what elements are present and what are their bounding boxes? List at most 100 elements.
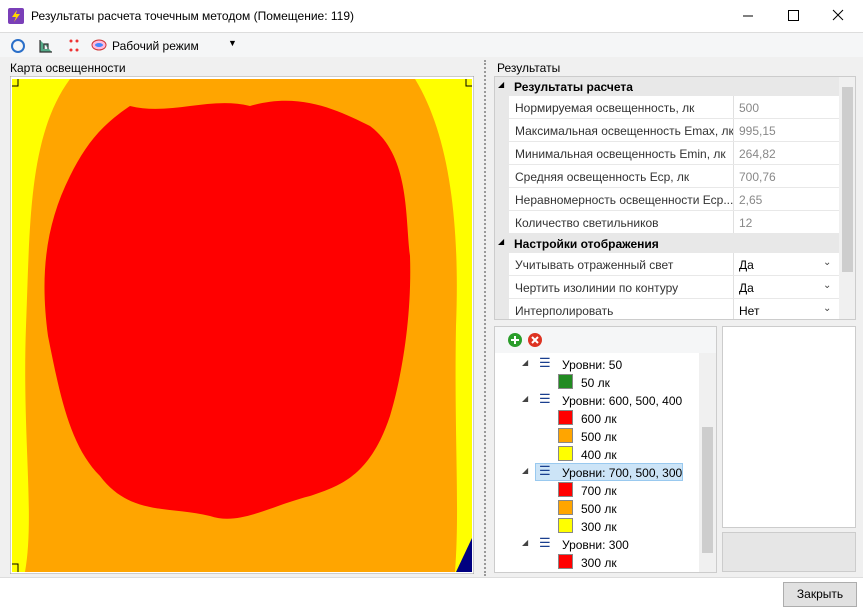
section-header xyxy=(495,77,839,96)
dropdown-arrow[interactable]: ⌄ xyxy=(823,280,832,291)
property-value[interactable]: Да xyxy=(739,258,754,272)
mode-label: Рабочий режим xyxy=(112,39,199,53)
property-name: Количество светильников xyxy=(515,216,659,230)
row-margin xyxy=(495,299,509,319)
list-icon: ☰ xyxy=(539,391,551,406)
group-label[interactable]: Уровни: 600, 500, 400 xyxy=(562,394,683,408)
preview-footer xyxy=(722,532,856,572)
close-button[interactable]: Закрыть xyxy=(783,582,857,607)
level-label[interactable]: 500 лк xyxy=(581,430,617,444)
list-icon: ☰ xyxy=(539,535,551,550)
row-margin xyxy=(495,253,509,276)
divider xyxy=(733,96,734,119)
mode-icon xyxy=(91,39,107,51)
color-swatch xyxy=(558,500,573,515)
property-value: 12 xyxy=(739,216,753,230)
window-controls[interactable] xyxy=(730,0,863,32)
property-value: 264,82 xyxy=(739,147,776,161)
mode-dropdown[interactable]: Рабочий режим ▼ xyxy=(88,35,240,55)
row-margin xyxy=(495,276,509,299)
group-label[interactable]: Уровни: 50 xyxy=(562,358,623,372)
tree-scrollbar[interactable] xyxy=(699,353,716,572)
level-label[interactable]: 50 лк xyxy=(581,376,610,390)
color-swatch xyxy=(558,446,573,461)
divider xyxy=(733,165,734,188)
level-label[interactable]: 300 лк xyxy=(581,520,617,534)
row-line xyxy=(509,233,839,234)
scrollbar[interactable] xyxy=(839,77,855,319)
map-label: Карта освещенности xyxy=(10,61,126,75)
levels-toolbar xyxy=(495,327,716,353)
divider xyxy=(733,119,734,142)
property-grid: ◢ Результаты расчета Нормируемая освещенно… xyxy=(494,76,856,320)
color-swatch xyxy=(558,428,573,443)
group-label[interactable]: Уровни: 300 xyxy=(562,538,629,552)
row-margin xyxy=(495,188,509,211)
expander[interactable]: ◢ xyxy=(522,358,529,367)
level-label[interactable]: 300 лк xyxy=(581,556,617,570)
title-bar: Результаты расчета точечным методом (Пом… xyxy=(0,0,863,32)
row-line xyxy=(509,141,839,142)
app-icon xyxy=(8,8,24,24)
color-swatch xyxy=(558,554,573,569)
levels-panel: ◢ ☰ Уровни: 50 50 лк ◢ ☰ Уровни: 600, 500, 400… xyxy=(494,326,717,573)
divider xyxy=(733,142,734,165)
results-label: Результаты xyxy=(497,61,561,75)
property-value: 995,15 xyxy=(739,124,776,138)
splitter[interactable] xyxy=(484,60,486,576)
tree-scroll-thumb[interactable] xyxy=(702,427,713,553)
row-margin xyxy=(495,211,509,234)
property-value: 700,76 xyxy=(739,170,776,184)
property-name: Учитывать отраженный свет xyxy=(515,258,674,272)
levels-tree: ◢ ☰ Уровни: 50 50 лк ◢ ☰ Уровни: 600, 500, 400… xyxy=(495,353,699,572)
expander[interactable]: ◢ xyxy=(522,538,529,547)
property-value: 500 xyxy=(739,101,760,115)
level-label[interactable]: 400 лк xyxy=(581,448,617,462)
row-line xyxy=(509,210,839,211)
divider xyxy=(733,276,734,299)
level-label[interactable]: 600 лк xyxy=(581,412,617,426)
property-name: Максимальная освещенность Emax, лк xyxy=(515,124,734,138)
section-title: Настройки отображения xyxy=(514,237,659,251)
expander[interactable]: ◢ xyxy=(498,80,505,89)
dropdown-arrow: ▼ xyxy=(228,38,237,48)
row-line xyxy=(509,164,839,165)
property-name: Минимальная освещенность Emin, лк xyxy=(515,147,726,161)
scroll-thumb[interactable] xyxy=(842,87,853,272)
property-value[interactable]: Да xyxy=(739,281,754,295)
section-title: Результаты расчета xyxy=(514,80,633,94)
property-name: Интерполировать xyxy=(515,304,614,318)
list-icon: ☰ xyxy=(539,355,551,370)
level-label[interactable]: 700 лк xyxy=(581,484,617,498)
color-swatch xyxy=(558,410,573,425)
bottom-bar xyxy=(0,577,863,612)
list-icon: ☰ xyxy=(539,463,551,478)
property-value[interactable]: Нет xyxy=(739,304,760,318)
preview-box xyxy=(722,326,856,528)
row-margin xyxy=(495,142,509,165)
dropdown-arrow[interactable]: ⌄ xyxy=(823,257,832,268)
expander[interactable]: ◢ xyxy=(522,466,529,475)
divider xyxy=(733,211,734,234)
color-swatch xyxy=(558,374,573,389)
property-value: 2,65 xyxy=(739,193,763,207)
divider xyxy=(733,253,734,276)
expander[interactable]: ◢ xyxy=(522,394,529,403)
section-header xyxy=(495,234,839,253)
property-name: Чертить изолинии по контуру xyxy=(515,281,679,295)
level-label[interactable]: 500 лк xyxy=(581,502,617,516)
levels-buttons[interactable] xyxy=(507,332,543,348)
group-label[interactable]: Уровни: 700, 500, 300 xyxy=(562,466,683,480)
row-line xyxy=(509,298,839,299)
expander[interactable]: ◢ xyxy=(498,237,505,246)
toolbar-icons[interactable] xyxy=(4,37,84,55)
window-title: Результаты расчета точечным методом (Пом… xyxy=(31,9,355,23)
color-swatch xyxy=(558,518,573,533)
toolbar: Рабочий режим ▼ xyxy=(0,32,863,57)
dropdown-arrow[interactable]: ⌄ xyxy=(823,303,832,314)
row-line xyxy=(509,118,839,119)
property-name: Неравномерность освещенности Еср... xyxy=(515,193,734,207)
property-name: Средняя освещенность Еср, лк xyxy=(515,170,690,184)
row-margin xyxy=(495,119,509,142)
